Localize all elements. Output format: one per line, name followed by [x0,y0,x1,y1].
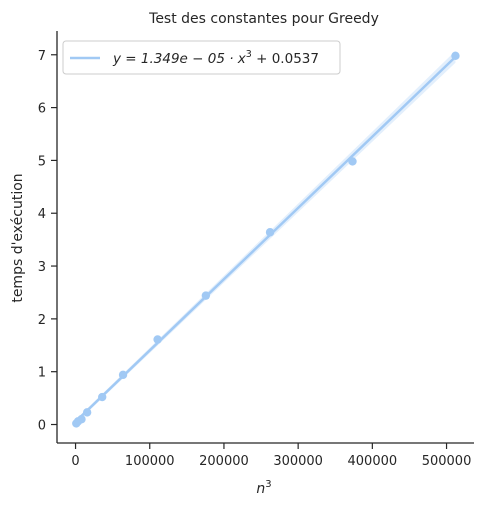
x-tick-label: 100000 [125,454,175,469]
x-axis-title-base: n [256,481,265,497]
y-tick-label: 4 [38,207,46,222]
scatter-point [82,408,92,417]
y-tick-label: 7 [38,49,46,64]
y-tick-label: 1 [38,366,46,381]
y-tick-label: 6 [38,102,46,117]
y-tick-label: 0 [38,419,46,434]
x-tick-label: 500000 [422,454,472,469]
scatter-point [451,51,460,61]
y-tick-label: 5 [38,154,46,169]
scatter-point [201,291,211,300]
scatter-point [153,335,162,344]
x-axis-title-exponent: 3 [265,479,271,490]
x-tick-label: 300000 [273,454,323,469]
legend-label: y = 1.349e − 05 · x3 + 0.0537 [112,49,319,67]
x-tick-label: 200000 [199,454,249,469]
y-tick-label: 3 [38,260,46,275]
legend-label-exponent: 3 [246,49,252,60]
scatter-point [118,370,128,380]
chart-title: Test des constantes pour Greedy [148,11,379,27]
x-axis-title: n3 [256,479,271,497]
fit-line [74,55,457,423]
legend-frame [62,40,341,75]
scatter-point [348,157,357,166]
scatter-point [98,392,107,402]
y-tick-label: 2 [38,313,46,328]
scatter-point [265,228,275,237]
scatter-point [77,415,86,424]
plot-area [72,50,460,428]
legend: y = 1.349e − 05 · x3 + 0.0537 [62,40,341,75]
x-axis: 0 100000 200000 300000 400000 500000 [57,442,474,469]
y-axis: 0 1 2 3 4 5 6 7 [38,31,58,443]
legend-label-prefix: y = 1.349e − 05 · x [112,51,247,67]
legend-label-suffix: + 0.0537 [252,51,319,67]
y-axis-title: temps d'exécution [10,173,26,302]
x-tick-label: 0 [71,454,79,469]
x-tick-label: 400000 [348,454,398,469]
